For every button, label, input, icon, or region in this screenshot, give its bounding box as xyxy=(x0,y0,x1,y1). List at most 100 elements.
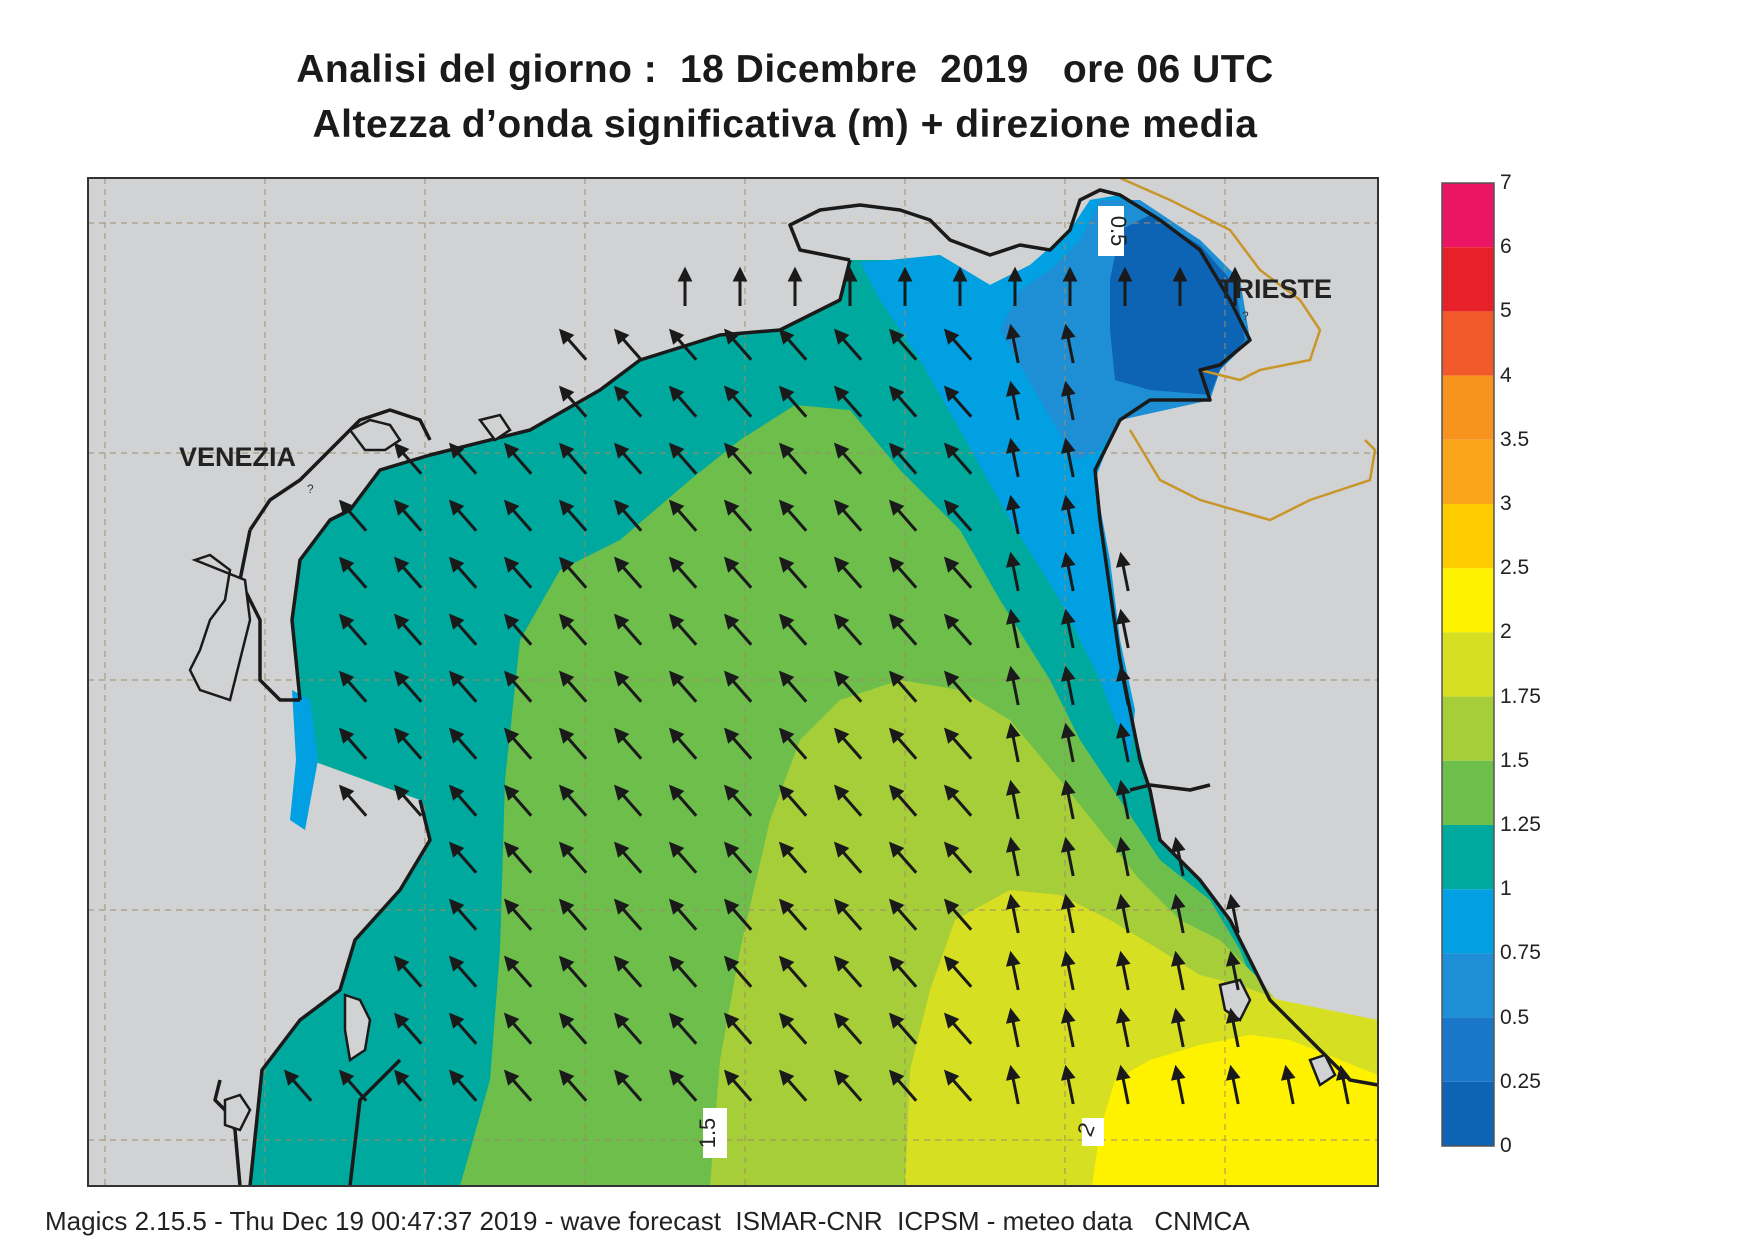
direction-arrow-head xyxy=(888,1069,905,1086)
direction-arrow-head xyxy=(338,727,355,744)
direction-arrow-head xyxy=(833,556,850,573)
direction-arrow-head xyxy=(393,499,410,516)
direction-arrow-head xyxy=(833,898,850,915)
legend-label: 1 xyxy=(1500,877,1512,901)
direction-arrow-head xyxy=(888,1012,905,1029)
direction-arrow-head xyxy=(1005,551,1021,568)
direction-arrow-head xyxy=(943,499,960,516)
direction-arrow-head xyxy=(943,784,960,801)
direction-arrow-head xyxy=(833,841,850,858)
direction-arrow-head xyxy=(283,1069,300,1086)
direction-arrow-head xyxy=(393,613,410,630)
direction-arrow-head xyxy=(613,841,630,858)
direction-arrow-head xyxy=(668,841,685,858)
contour-label-1.5-text: 1.5 xyxy=(695,1118,720,1149)
direction-arrow-head xyxy=(393,955,410,972)
direction-arrow-head xyxy=(1060,494,1076,511)
direction-arrow-head xyxy=(393,670,410,687)
direction-arrow-head xyxy=(723,955,740,972)
direction-arrow-head xyxy=(338,613,355,630)
direction-arrow-head xyxy=(393,784,410,801)
direction-arrow-head xyxy=(888,556,905,573)
direction-arrow-head xyxy=(888,442,905,459)
direction-arrow-head xyxy=(1005,1007,1021,1024)
direction-arrow-head xyxy=(723,784,740,801)
legend-label: 2 xyxy=(1500,620,1512,644)
direction-arrow-head xyxy=(558,1012,575,1029)
direction-arrow-head xyxy=(1115,722,1131,739)
contour-label-0.5-text: 0.5 xyxy=(1106,216,1131,247)
legend-swatch xyxy=(1442,825,1494,890)
legend-label: 2.5 xyxy=(1500,556,1530,580)
map-subtitle: Altezza d’onda significativa (m) + direz… xyxy=(312,103,1258,146)
direction-arrow-head xyxy=(778,784,795,801)
direction-arrow-head xyxy=(888,727,905,744)
direction-arrow-head xyxy=(897,266,913,282)
direction-arrow-head xyxy=(888,613,905,630)
direction-arrow-head xyxy=(503,784,520,801)
contour-label-0.5: 0.5 xyxy=(1098,206,1131,256)
direction-arrow-head xyxy=(723,1012,740,1029)
direction-arrow-head xyxy=(778,442,795,459)
direction-arrow-head xyxy=(558,328,575,345)
direction-arrow-head xyxy=(833,613,850,630)
direction-arrow-head xyxy=(1005,950,1021,967)
direction-arrow-head xyxy=(338,784,355,801)
direction-arrow-head xyxy=(448,499,465,516)
direction-arrow-head xyxy=(558,727,575,744)
direction-arrow-head xyxy=(613,955,630,972)
direction-arrow-head xyxy=(1060,893,1076,910)
legend-label: 0.75 xyxy=(1500,941,1541,965)
direction-arrow-head xyxy=(943,955,960,972)
direction-arrow-head xyxy=(723,385,740,402)
direction-arrow-head xyxy=(1060,380,1076,397)
direction-arrow-head xyxy=(943,727,960,744)
direction-arrow-head xyxy=(943,1012,960,1029)
direction-arrow-head xyxy=(943,442,960,459)
legend-swatch xyxy=(1442,1017,1494,1082)
direction-arrow-head xyxy=(1060,323,1076,340)
direction-arrow-head xyxy=(833,784,850,801)
direction-arrow-head xyxy=(503,898,520,915)
direction-arrow-head xyxy=(448,613,465,630)
direction-arrow-head xyxy=(1225,1064,1241,1081)
direction-arrow-head xyxy=(1225,1007,1241,1024)
direction-arrow-head xyxy=(613,1069,630,1086)
direction-arrow-head xyxy=(668,499,685,516)
direction-arrow-head xyxy=(888,328,905,345)
direction-arrow-head xyxy=(888,385,905,402)
direction-arrow-head xyxy=(842,266,858,282)
direction-arrow-head xyxy=(723,898,740,915)
direction-arrow-head xyxy=(1005,608,1021,625)
direction-arrow-head xyxy=(613,670,630,687)
band-0.75-1-coast xyxy=(290,690,318,830)
direction-arrow-head xyxy=(778,1069,795,1086)
direction-arrow-head xyxy=(668,955,685,972)
legend-swatch xyxy=(1442,311,1494,376)
direction-arrow-head xyxy=(943,556,960,573)
direction-arrow-head xyxy=(778,1012,795,1029)
direction-arrow-head xyxy=(1060,950,1076,967)
direction-arrow-head xyxy=(1115,551,1131,568)
trieste-marker: ? xyxy=(1242,309,1249,323)
direction-arrow-head xyxy=(723,328,740,345)
direction-arrow-head xyxy=(448,841,465,858)
direction-arrow-head xyxy=(1172,266,1188,282)
direction-arrow-head xyxy=(1115,1007,1131,1024)
direction-arrow-head xyxy=(723,1069,740,1086)
direction-arrow-head xyxy=(393,442,410,459)
direction-arrow-head xyxy=(613,385,630,402)
direction-arrow-head xyxy=(448,784,465,801)
legend-label: 3 xyxy=(1500,492,1512,515)
direction-arrow-head xyxy=(833,1069,850,1086)
legend-label: 6 xyxy=(1500,235,1512,259)
direction-arrow-head xyxy=(1060,1007,1076,1024)
direction-arrow-head xyxy=(668,1012,685,1029)
direction-arrow-head xyxy=(613,898,630,915)
direction-arrow-head xyxy=(613,556,630,573)
direction-arrow-head xyxy=(1060,836,1076,853)
direction-arrow-head xyxy=(558,385,575,402)
direction-arrow-head xyxy=(558,613,575,630)
direction-arrow-head xyxy=(1060,779,1076,796)
legend-swatch xyxy=(1442,504,1494,569)
